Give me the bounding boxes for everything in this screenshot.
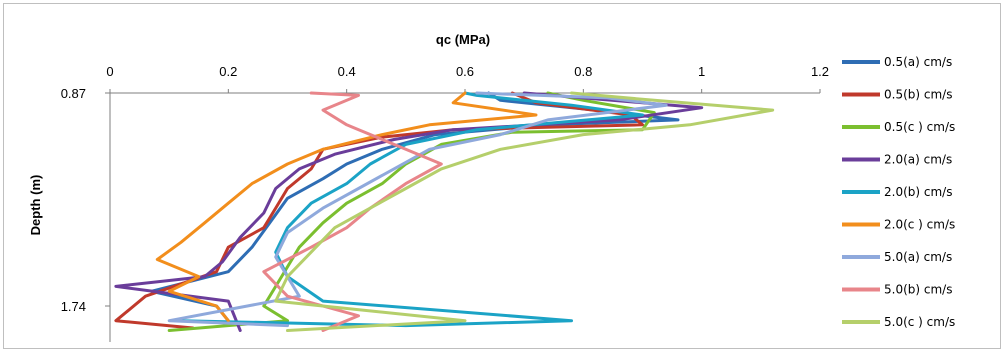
series-line-2	[167, 91, 656, 332]
x-tick-label: 0.4	[338, 64, 356, 79]
y-tick-label: 1.74	[61, 299, 86, 314]
x-tick-label: 0.6	[456, 64, 474, 79]
legend-label-6: 5.0(a) cm/s	[884, 250, 952, 264]
legend-label-2: 0.5(c ) cm/s	[884, 120, 955, 134]
series-line-1	[114, 91, 644, 330]
plot-area	[114, 91, 775, 332]
x-axis: 0 0.2 0.4 0.6 0.8 1 1.2	[106, 64, 829, 94]
y-tick-label: 0.87	[61, 86, 86, 101]
x-axis-title: qc (MPa)	[436, 32, 490, 47]
x-tick-label: 1	[698, 64, 705, 79]
legend-label-1: 0.5(b) cm/s	[884, 88, 952, 102]
legend: 0.5(a) cm/s 0.5(b) cm/s 0.5(c ) cm/s 2.0(a)…	[842, 55, 955, 329]
y-axis-title: Depth (m)	[28, 175, 43, 236]
x-tick-label: 1.2	[811, 64, 829, 79]
x-tick-label: 0.2	[219, 64, 237, 79]
series-line-5	[155, 91, 538, 323]
legend-label-3: 2.0(a) cm/s	[884, 153, 952, 167]
legend-label-0: 0.5(a) cm/s	[884, 55, 952, 69]
series-line-3	[114, 91, 704, 332]
series-line-4	[179, 91, 644, 328]
x-tick-label: 0	[106, 64, 113, 79]
series-line-6	[167, 91, 668, 328]
legend-label-4: 2.0(b) cm/s	[884, 185, 952, 199]
y-axis: 0.87 1.74	[61, 86, 111, 342]
legend-label-7: 5.0(b) cm/s	[884, 283, 952, 297]
series-line-7	[262, 91, 443, 332]
legend-label-8: 5.0(c ) cm/s	[884, 315, 955, 329]
x-tick-label: 0.8	[574, 64, 592, 79]
legend-label-5: 2.0(c ) cm/s	[884, 218, 955, 232]
series-line-8	[274, 91, 775, 332]
